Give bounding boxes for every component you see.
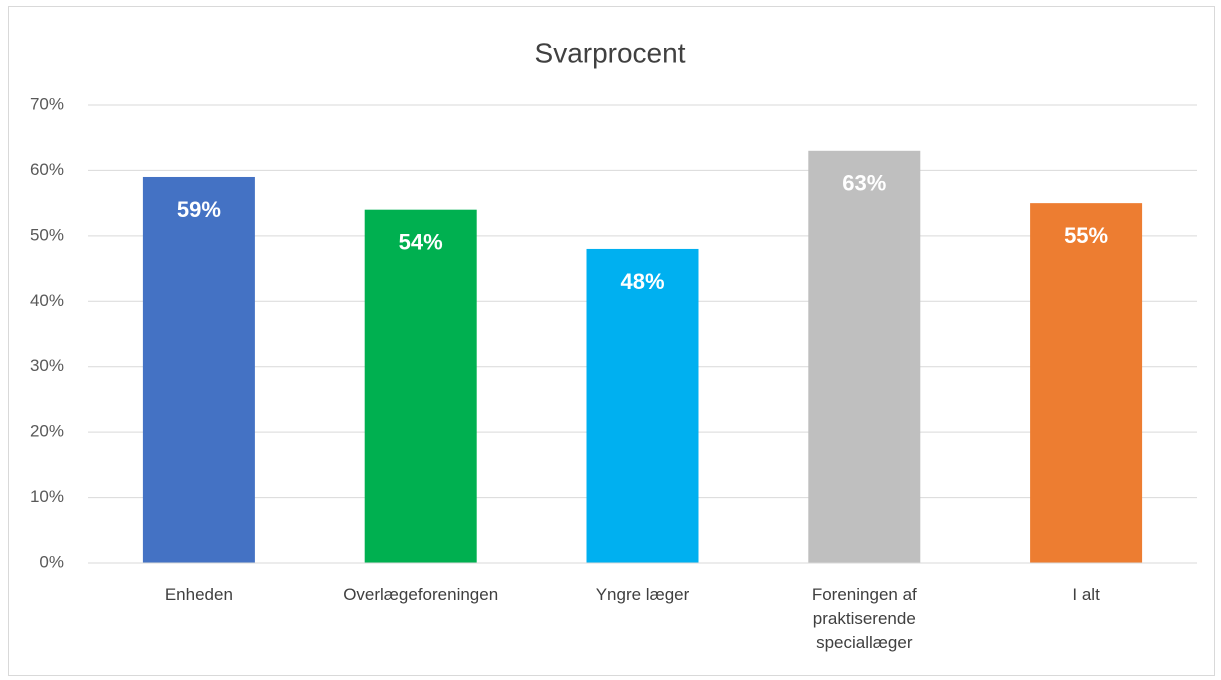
x-tick-label: Yngre læger [595,585,690,604]
value-label: 59% [177,197,221,222]
bar [586,248,699,563]
chart-title: Svarprocent [535,37,686,68]
y-tick-label: 60% [30,160,64,179]
value-label: 48% [620,269,664,294]
y-tick-label: 0% [39,552,64,571]
x-tick-label: I alt [1072,585,1100,604]
x-tick-label: Overlægeforeningen [343,585,499,604]
x-tick-label: Foreningen af praktiserende speciallæger [811,585,917,652]
value-label: 55% [1064,223,1108,248]
y-tick-label: 10% [30,487,64,506]
value-label: 63% [842,171,886,196]
bar [1030,203,1143,563]
y-tick-label: 40% [30,291,64,310]
bar [142,176,255,563]
bar [808,150,921,564]
y-tick-label: 20% [30,422,64,441]
bar [364,209,477,563]
value-label: 54% [399,229,443,254]
y-tick-label: 50% [30,225,64,244]
y-tick-label: 70% [30,94,64,113]
y-tick-label: 30% [30,356,64,375]
x-tick-label: Enheden [164,585,233,604]
